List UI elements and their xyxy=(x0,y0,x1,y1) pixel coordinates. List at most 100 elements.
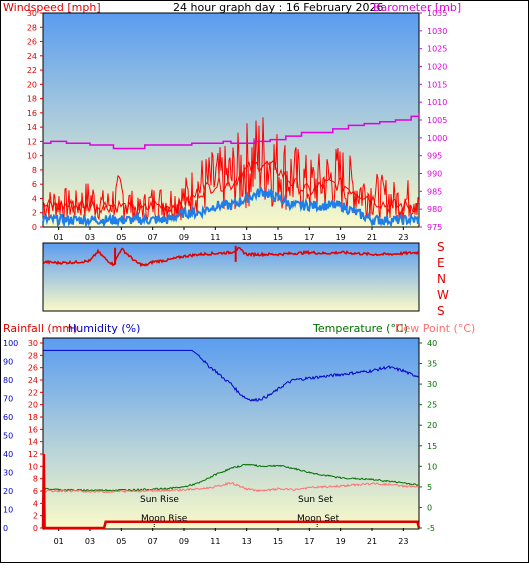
rain-tick-label: 30 xyxy=(28,339,38,348)
humidity-tick-label: 40 xyxy=(3,450,13,459)
temperature-series xyxy=(42,463,420,492)
humidity-tick-label: 20 xyxy=(3,487,13,496)
barometer-tick-label: 1015 xyxy=(427,80,447,89)
rain-tick-label: 10 xyxy=(28,462,38,471)
rain-tick-label: 8 xyxy=(33,475,38,484)
hour-tick-label: 23 xyxy=(398,537,408,546)
rain-tick-label: 18 xyxy=(28,413,38,422)
temperature-tick-label: -5 xyxy=(427,524,435,533)
barometer-tick-label: 975 xyxy=(427,223,442,232)
hour-tick-label: 13 xyxy=(242,233,252,242)
rain-tick-label: 28 xyxy=(28,351,38,360)
humidity-tick-label: 60 xyxy=(3,413,13,422)
wind-tick-label: 8 xyxy=(32,166,37,175)
barometer-tick-label: 1000 xyxy=(427,134,447,143)
rain-tick-label: 20 xyxy=(28,401,38,410)
temperature-axis-title: Temperature (°C) xyxy=(312,322,408,335)
dir-label-s-bottom: S xyxy=(437,304,445,318)
temperature-tick-label: 35 xyxy=(427,360,437,369)
dir-label-e: E xyxy=(437,256,445,270)
hour-tick-label: 13 xyxy=(242,537,252,546)
dir-label-s-top: S xyxy=(437,240,445,254)
wind-tick-label: 24 xyxy=(27,52,37,61)
graph-title: 24 hour graph day : 16 February 2026 xyxy=(173,1,384,14)
barometer-tick-label: 985 xyxy=(427,187,442,196)
barometer-series xyxy=(43,112,420,150)
humidity-tick-label: 50 xyxy=(3,432,13,441)
humidity-tick-label: 100 xyxy=(3,339,18,348)
hour-tick-label: 17 xyxy=(304,537,314,546)
rainfall-series xyxy=(41,453,421,530)
wind-tick-label: 22 xyxy=(27,66,37,75)
wind-tick-label: 30 xyxy=(27,9,37,18)
rain-tick-label: 24 xyxy=(28,376,38,385)
temperature-tick-label: 10 xyxy=(427,462,437,471)
hour-tick-label: 03 xyxy=(85,233,95,242)
temperature-tick-label: 40 xyxy=(427,339,437,348)
wind-axis-title: Windspeed [mph] xyxy=(3,1,101,14)
barometer-tick-label: 1035 xyxy=(427,9,447,18)
barometer-tick-label: 1020 xyxy=(427,63,447,72)
barometer-tick-label: 1030 xyxy=(427,27,447,36)
barometer-tick-label: 1005 xyxy=(427,116,447,125)
moon-rise-label: Moon Rise xyxy=(141,514,188,524)
hour-tick-label: 05 xyxy=(116,233,126,242)
dir-label-n: N xyxy=(437,272,446,286)
hour-tick-label: 17 xyxy=(304,233,314,242)
hour-tick-label: 15 xyxy=(273,537,283,546)
temperature-tick-label: 5 xyxy=(427,483,432,492)
dir-label-w: W xyxy=(437,288,449,302)
barometer-tick-label: 980 xyxy=(427,205,442,214)
gust-series xyxy=(42,117,420,223)
wind-tick-label: 20 xyxy=(27,80,37,89)
hour-tick-label: 23 xyxy=(398,233,408,242)
rain-tick-label: 0 xyxy=(33,524,38,533)
hour-tick-label: 01 xyxy=(54,233,64,242)
wind-tick-label: 28 xyxy=(27,23,37,32)
hour-tick-label: 07 xyxy=(148,233,158,242)
wind-tick-label: 26 xyxy=(27,38,37,47)
barometer-tick-label: 1010 xyxy=(427,98,447,107)
hour-tick-label: 09 xyxy=(179,537,189,546)
rainfall-axis-title: Rainfall (mm) xyxy=(3,322,77,335)
humidity-tick-label: 30 xyxy=(3,469,13,478)
hour-tick-label: 19 xyxy=(336,537,346,546)
rain-tick-label: 22 xyxy=(28,388,38,397)
direction-labels: S E N W S xyxy=(437,240,449,318)
temperature-tick-label: 20 xyxy=(427,421,437,430)
hour-tick-label: 15 xyxy=(273,233,283,242)
humidity-tick-label: 90 xyxy=(3,358,13,367)
barometer-axis-title: Barometer [mb] xyxy=(373,1,461,14)
temperature-tick-label: 30 xyxy=(427,380,437,389)
humidity-tick-label: 0 xyxy=(3,524,8,533)
wind-tick-label: 12 xyxy=(27,137,37,146)
rain-tick-label: 6 xyxy=(33,487,38,496)
dewpoint-series xyxy=(42,481,420,494)
hour-tick-label: 11 xyxy=(210,537,220,546)
barometer-tick-label: 995 xyxy=(427,152,442,161)
barometer-tick-label: 990 xyxy=(427,170,442,179)
humidity-tick-label: 80 xyxy=(3,376,13,385)
wind-tick-label: 14 xyxy=(27,123,37,132)
wind-tick-label: 2 xyxy=(32,209,37,218)
wind-tick-label: 18 xyxy=(27,95,37,104)
wind-tick-label: 10 xyxy=(27,152,37,161)
barometer-tick-label: 1025 xyxy=(427,45,447,54)
hour-tick-label: 21 xyxy=(367,233,377,242)
rain-tick-label: 26 xyxy=(28,364,38,373)
humidity-series xyxy=(43,349,420,402)
rain-tick-label: 16 xyxy=(28,425,38,434)
moon-set-label: Moon Set xyxy=(297,514,340,524)
windspeed-series xyxy=(42,160,420,217)
rain-tick-label: 2 xyxy=(33,512,38,521)
dewpoint-axis-title: Dew Point (°C) xyxy=(395,322,475,335)
sun-set-label: Sun Set xyxy=(298,495,333,505)
humidity-axis-title: Humidity (%) xyxy=(68,322,140,335)
temperature-tick-label: 25 xyxy=(427,401,437,410)
rain-tick-label: 12 xyxy=(28,450,38,459)
hour-tick-label: 03 xyxy=(85,537,95,546)
wind-tick-label: 0 xyxy=(32,223,37,232)
wind-tick-label: 4 xyxy=(32,194,37,203)
